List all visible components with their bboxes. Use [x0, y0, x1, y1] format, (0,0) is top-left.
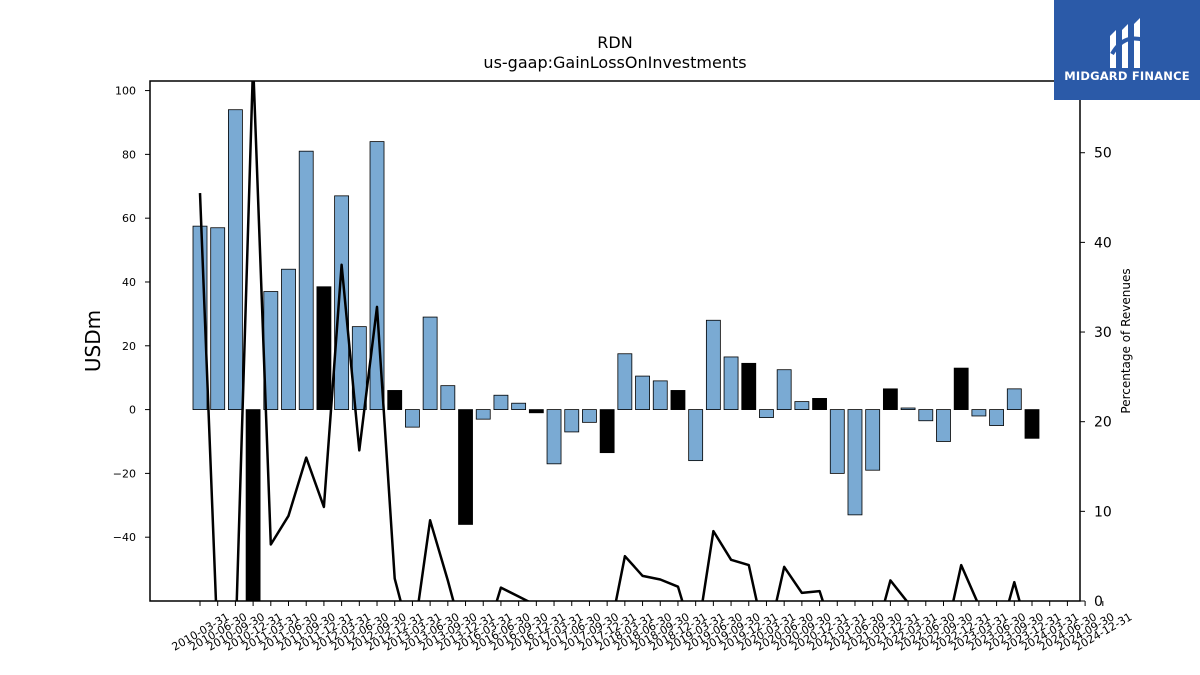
- bar: [475, 409, 491, 420]
- bar: [882, 388, 898, 410]
- x-axis: 2010-03-312010-06-302010-09-302010-12-31…: [170, 601, 1134, 654]
- bar: [564, 409, 580, 433]
- bar: [316, 286, 332, 410]
- y-axis-label: USDm: [81, 310, 105, 372]
- bar: [705, 319, 721, 410]
- bar: [281, 268, 296, 410]
- bar: [387, 390, 403, 410]
- y2-tick-label: 40: [1094, 235, 1112, 251]
- plot-frame: [149, 80, 1081, 602]
- y2-tick-label: 30: [1094, 325, 1112, 341]
- bar-series: [192, 109, 1040, 601]
- y-tick-label: −40: [113, 531, 136, 544]
- y2-axis-label: Percentage of Revenues: [1119, 268, 1133, 413]
- bar: [847, 409, 863, 516]
- bar: [829, 409, 845, 474]
- bar: [670, 390, 686, 410]
- y-axis: −40 −20 0 20 40 60 80 100: [113, 85, 150, 544]
- bar: [865, 409, 881, 471]
- y2-tick-label: 10: [1094, 504, 1112, 520]
- bar: [741, 362, 757, 410]
- bar: [688, 409, 704, 462]
- bar: [511, 402, 527, 410]
- bar: [599, 409, 615, 454]
- bar: [918, 409, 934, 422]
- bar: [228, 109, 243, 410]
- chart-subtitle: us-gaap:GainLossOnInvestments: [483, 53, 746, 72]
- bar: [776, 369, 792, 410]
- bar: [422, 316, 438, 410]
- bar: [723, 356, 739, 410]
- bar: [546, 409, 562, 465]
- bar: [528, 409, 544, 414]
- bar: [953, 367, 969, 410]
- y2-axis: 0 10 20 30 40 50: [1080, 146, 1112, 610]
- line-series: [198, 81, 1021, 601]
- bar: [245, 409, 261, 601]
- bar: [1006, 388, 1022, 410]
- bar: [794, 401, 810, 410]
- chart-title: RDN: [597, 33, 632, 52]
- bar: [989, 409, 1004, 426]
- line-path: [198, 81, 1021, 601]
- y-tick-label: 60: [122, 212, 136, 225]
- bar: [440, 385, 456, 410]
- bar: [759, 409, 774, 418]
- bar: [812, 398, 827, 410]
- bar: [1024, 409, 1040, 439]
- y-tick-label: 20: [122, 340, 136, 353]
- y-tick-label: 0: [129, 404, 136, 417]
- logo-mark-icon: [1110, 18, 1145, 68]
- bar: [458, 409, 473, 525]
- y-tick-label: 100: [115, 85, 136, 98]
- bar: [971, 409, 987, 417]
- logo-text: MIDGARD FINANCE: [1064, 69, 1190, 83]
- bar: [582, 409, 597, 423]
- y-tick-label: 80: [122, 148, 136, 161]
- bar: [405, 409, 420, 428]
- midgard-finance-logo: MIDGARD FINANCE: [1054, 0, 1200, 100]
- bar: [900, 407, 916, 410]
- bar: [635, 375, 650, 410]
- y2-tick-label: 0: [1094, 594, 1103, 610]
- bar: [493, 394, 509, 410]
- bar: [334, 195, 350, 410]
- bar: [210, 227, 226, 410]
- bar: [652, 380, 668, 410]
- y2-tick-label: 20: [1094, 415, 1112, 431]
- bar: [936, 409, 951, 442]
- y-tick-label: −20: [113, 467, 136, 480]
- y-tick-label: 40: [122, 276, 136, 289]
- y2-tick-label: 50: [1094, 146, 1112, 162]
- bar: [298, 150, 314, 410]
- bar: [617, 353, 633, 410]
